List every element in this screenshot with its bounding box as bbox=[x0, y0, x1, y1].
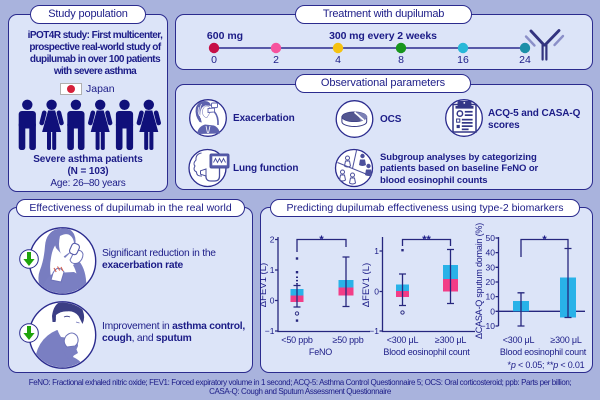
svg-text:−10: −10 bbox=[481, 321, 496, 331]
svg-text:*p < 0.05; **p < 0.01: *p < 0.05; **p < 0.01 bbox=[508, 360, 585, 370]
svg-text:10: 10 bbox=[486, 292, 496, 302]
svg-text:≥300 μL: ≥300 μL bbox=[435, 335, 466, 345]
svg-text:−1: −1 bbox=[265, 326, 275, 336]
svg-text:1: 1 bbox=[270, 265, 275, 275]
svg-text:20: 20 bbox=[486, 277, 496, 287]
svg-text:ΔFEV1 (L): ΔFEV1 (L) bbox=[260, 263, 269, 307]
svg-text:≥50 ppb: ≥50 ppb bbox=[332, 335, 363, 345]
svg-text:0: 0 bbox=[270, 296, 275, 306]
svg-text:Blood eosinophil count: Blood eosinophil count bbox=[500, 347, 587, 357]
svg-text:<300 μL: <300 μL bbox=[503, 335, 535, 345]
svg-text:50: 50 bbox=[486, 233, 496, 243]
svg-text:*: * bbox=[542, 234, 547, 246]
svg-text:FeNO: FeNO bbox=[309, 347, 332, 357]
svg-text:1: 1 bbox=[374, 246, 379, 256]
svg-text:2: 2 bbox=[270, 235, 275, 245]
svg-text:0: 0 bbox=[374, 287, 379, 297]
svg-text:−1: −1 bbox=[369, 326, 379, 336]
svg-text:30: 30 bbox=[486, 262, 496, 272]
svg-text:≥300 μL: ≥300 μL bbox=[550, 335, 581, 345]
svg-text:ΔFEV1 (L): ΔFEV1 (L) bbox=[361, 263, 372, 307]
svg-text:**: ** bbox=[422, 234, 431, 246]
svg-text:<50 ppb: <50 ppb bbox=[281, 335, 313, 345]
svg-text:40: 40 bbox=[486, 248, 496, 258]
svg-text:<300 μL: <300 μL bbox=[387, 335, 419, 345]
svg-text:*: * bbox=[319, 234, 324, 246]
svg-text:Blood eosinophil count: Blood eosinophil count bbox=[383, 347, 470, 357]
svg-text:ΔCASA-Q sputum domain (%): ΔCASA-Q sputum domain (%) bbox=[474, 223, 484, 339]
svg-text:0: 0 bbox=[490, 306, 495, 316]
